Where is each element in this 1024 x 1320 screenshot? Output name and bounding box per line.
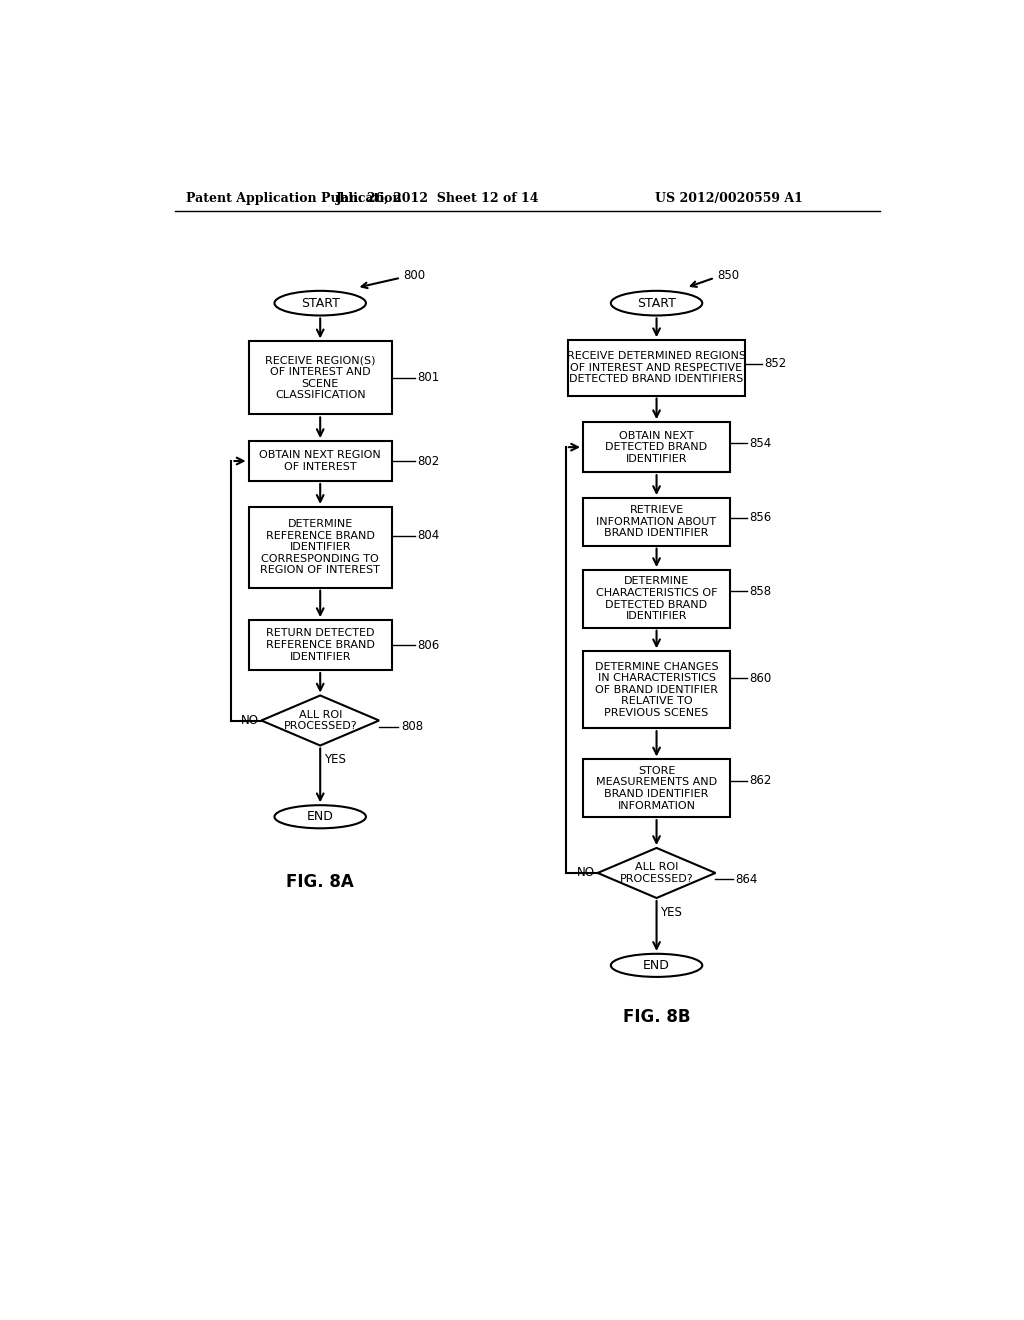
Text: END: END <box>307 810 334 824</box>
Text: 850: 850 <box>717 269 739 282</box>
Ellipse shape <box>611 290 702 315</box>
Text: Jan. 26, 2012  Sheet 12 of 14: Jan. 26, 2012 Sheet 12 of 14 <box>336 191 540 205</box>
Text: RETRIEVE
INFORMATION ABOUT
BRAND IDENTIFIER: RETRIEVE INFORMATION ABOUT BRAND IDENTIF… <box>597 506 717 539</box>
Text: NO: NO <box>578 866 595 879</box>
Text: DETERMINE
CHARACTERISTICS OF
DETECTED BRAND
IDENTIFIER: DETERMINE CHARACTERISTICS OF DETECTED BR… <box>596 577 717 622</box>
FancyBboxPatch shape <box>249 441 392 480</box>
FancyBboxPatch shape <box>583 651 730 729</box>
Ellipse shape <box>611 954 702 977</box>
Text: FIG. 8B: FIG. 8B <box>623 1008 690 1026</box>
Text: 856: 856 <box>750 511 772 524</box>
FancyBboxPatch shape <box>568 341 744 396</box>
Text: OBTAIN NEXT REGION
OF INTEREST: OBTAIN NEXT REGION OF INTEREST <box>259 450 381 471</box>
Text: 804: 804 <box>418 529 439 543</box>
Text: RETURN DETECTED
REFERENCE BRAND
IDENTIFIER: RETURN DETECTED REFERENCE BRAND IDENTIFI… <box>266 628 375 661</box>
FancyBboxPatch shape <box>249 507 392 587</box>
Text: START: START <box>301 297 340 310</box>
Text: US 2012/0020559 A1: US 2012/0020559 A1 <box>655 191 803 205</box>
FancyBboxPatch shape <box>583 422 730 473</box>
FancyBboxPatch shape <box>583 498 730 545</box>
Text: FIG. 8A: FIG. 8A <box>287 874 354 891</box>
Text: 806: 806 <box>418 639 439 652</box>
Text: STORE
MEASUREMENTS AND
BRAND IDENTIFIER
INFORMATION: STORE MEASUREMENTS AND BRAND IDENTIFIER … <box>596 766 717 810</box>
Text: NO: NO <box>241 714 259 727</box>
Text: Patent Application Publication: Patent Application Publication <box>186 191 401 205</box>
Text: 860: 860 <box>750 672 772 685</box>
Text: 800: 800 <box>403 269 425 282</box>
Ellipse shape <box>274 290 366 315</box>
Text: END: END <box>643 958 670 972</box>
Text: RECEIVE REGION(S)
OF INTEREST AND
SCENE
CLASSIFICATION: RECEIVE REGION(S) OF INTEREST AND SCENE … <box>265 355 376 400</box>
FancyBboxPatch shape <box>583 759 730 817</box>
Text: RECEIVE DETERMINED REGIONS
OF INTEREST AND RESPECTIVE
DETECTED BRAND IDENTIFIERS: RECEIVE DETERMINED REGIONS OF INTEREST A… <box>567 351 746 384</box>
FancyBboxPatch shape <box>583 570 730 628</box>
Text: YES: YES <box>324 754 346 766</box>
Text: 801: 801 <box>418 371 439 384</box>
Text: 858: 858 <box>750 585 772 598</box>
Text: YES: YES <box>660 906 682 919</box>
Text: START: START <box>637 297 676 310</box>
Text: DETERMINE
REFERENCE BRAND
IDENTIFIER
CORRESPONDING TO
REGION OF INTEREST: DETERMINE REFERENCE BRAND IDENTIFIER COR… <box>260 519 380 576</box>
Polygon shape <box>261 696 379 746</box>
Text: 864: 864 <box>735 873 757 886</box>
Text: 802: 802 <box>418 454 439 467</box>
Text: 854: 854 <box>750 437 772 450</box>
Text: ALL ROI
PROCESSED?: ALL ROI PROCESSED? <box>620 862 693 884</box>
Text: 862: 862 <box>750 774 772 787</box>
FancyBboxPatch shape <box>249 620 392 671</box>
Polygon shape <box>598 847 716 898</box>
Text: 808: 808 <box>400 721 423 733</box>
Text: 852: 852 <box>764 358 786 371</box>
Ellipse shape <box>274 805 366 829</box>
Text: ALL ROI
PROCESSED?: ALL ROI PROCESSED? <box>284 710 357 731</box>
FancyBboxPatch shape <box>249 342 392 414</box>
Text: OBTAIN NEXT
DETECTED BRAND
IDENTIFIER: OBTAIN NEXT DETECTED BRAND IDENTIFIER <box>605 430 708 463</box>
Text: DETERMINE CHANGES
IN CHARACTERISTICS
OF BRAND IDENTIFIER
RELATIVE TO
PREVIOUS SC: DETERMINE CHANGES IN CHARACTERISTICS OF … <box>595 661 719 718</box>
